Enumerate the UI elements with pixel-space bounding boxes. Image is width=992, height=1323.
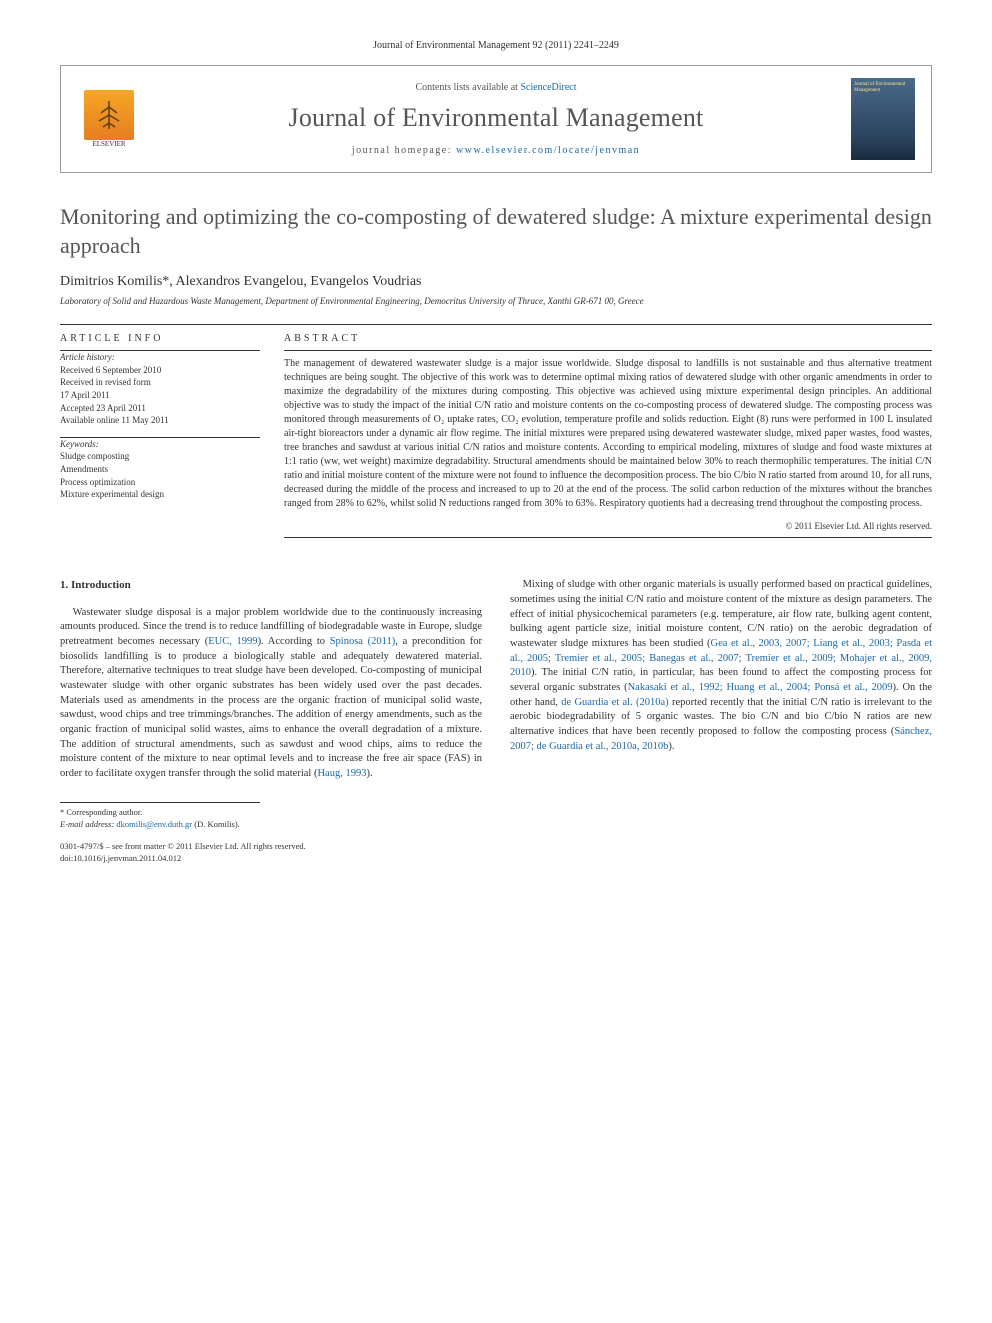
journal-reference: Journal of Environmental Management 92 (… (60, 40, 932, 51)
history-label: Article history: (60, 352, 115, 362)
corresponding-label: * Corresponding author. (60, 807, 260, 819)
article-info-column: ARTICLE INFO Article history: Received 6… (60, 325, 260, 538)
abstract-column: ABSTRACT The management of dewatered was… (284, 325, 932, 538)
citation-link[interactable]: Nakasaki et al., 1992; Huang et al., 200… (628, 682, 893, 693)
history-line: Accepted 23 April 2011 (60, 403, 146, 413)
keywords-label: Keywords: (60, 439, 99, 449)
journal-homepage: journal homepage: www.elsevier.com/locat… (157, 145, 835, 156)
front-matter-line: 0301-4797/$ – see front matter © 2011 El… (60, 841, 932, 853)
abstract-text: The management of dewatered wastewater s… (284, 351, 932, 511)
history-line: Received 6 September 2010 (60, 365, 161, 375)
doi-line: doi:10.1016/j.jenvman.2011.04.012 (60, 853, 932, 865)
abstract-copyright: © 2011 Elsevier Ltd. All rights reserved… (284, 521, 932, 531)
text: ). According to (258, 636, 330, 647)
section-heading: 1. Introduction (60, 578, 482, 593)
history-line: Received in revised form (60, 377, 151, 387)
keywords-block: Keywords: Sludge composting Amendments P… (60, 438, 260, 511)
article-history: Article history: Received 6 September 20… (60, 351, 260, 437)
citation-link[interactable]: de Guardia et al. (2010a) (561, 697, 668, 708)
paragraph: Mixing of sludge with other organic mate… (510, 578, 932, 754)
email-label: E-mail address: (60, 819, 116, 829)
header-center: Contents lists available at ScienceDirec… (157, 82, 835, 156)
body-text: 1. Introduction Wastewater sludge dispos… (60, 578, 932, 782)
text: ). (668, 741, 674, 752)
article-info-label: ARTICLE INFO (60, 325, 260, 350)
paragraph: Wastewater sludge disposal is a major pr… (60, 606, 482, 782)
history-line: Available online 11 May 2011 (60, 415, 169, 425)
journal-cover-thumbnail[interactable]: Journal of Environmental Management (851, 78, 915, 160)
elsevier-logo[interactable]: ELSEVIER (77, 84, 141, 154)
rule-abstract-2 (284, 537, 932, 538)
sciencedirect-link[interactable]: ScienceDirect (520, 82, 576, 93)
affiliation: Laboratory of Solid and Hazardous Waste … (60, 296, 932, 306)
homepage-prefix: journal homepage: (352, 145, 456, 156)
journal-name: Journal of Environmental Management (157, 103, 835, 133)
email-link[interactable]: dkomilis@env.duth.gr (116, 819, 192, 829)
keyword: Mixture experimental design (60, 489, 164, 499)
footer-copyright: 0301-4797/$ – see front matter © 2011 El… (60, 841, 932, 865)
email-suffix: (D. Komilis). (192, 819, 240, 829)
authors: Dimitrios Komilis*, Alexandros Evangelou… (60, 274, 932, 290)
cover-text: Journal of Environmental Management (854, 82, 905, 93)
homepage-link[interactable]: www.elsevier.com/locate/jenvman (456, 145, 640, 156)
article-title: Monitoring and optimizing the co-compost… (60, 203, 932, 260)
text: ). (366, 768, 372, 779)
info-abstract-row: ARTICLE INFO Article history: Received 6… (60, 325, 932, 538)
abstract-label: ABSTRACT (284, 325, 932, 350)
elsevier-label: ELSEVIER (92, 140, 125, 148)
citation-link[interactable]: Spinosa (2011) (330, 636, 396, 647)
elsevier-tree-icon (84, 90, 134, 140)
contents-available: Contents lists available at ScienceDirec… (157, 82, 835, 93)
keyword: Amendments (60, 464, 108, 474)
corresponding-author-footer: * Corresponding author. E-mail address: … (60, 802, 260, 831)
email-line: E-mail address: dkomilis@env.duth.gr (D.… (60, 819, 260, 831)
history-line: 17 April 2011 (60, 390, 110, 400)
keyword: Process optimization (60, 477, 135, 487)
journal-header: ELSEVIER Contents lists available at Sci… (60, 65, 932, 173)
text: , a precondition for biosolids landfilli… (60, 636, 482, 779)
citation-link[interactable]: Haug, 1993 (317, 768, 366, 779)
contents-prefix: Contents lists available at (415, 82, 520, 93)
citation-link[interactable]: EUC, 1999 (208, 636, 257, 647)
keyword: Sludge composting (60, 451, 129, 461)
